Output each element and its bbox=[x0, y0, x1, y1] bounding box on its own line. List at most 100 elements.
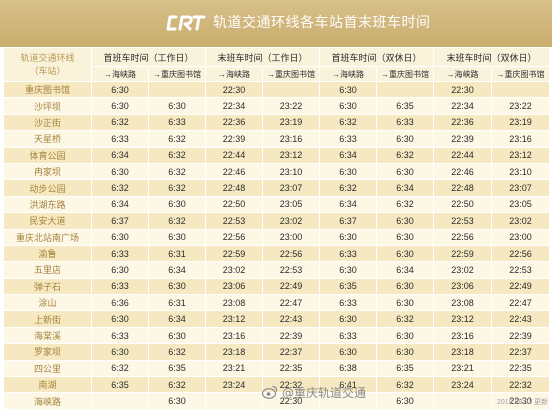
time-cell: 6:37 bbox=[91, 212, 149, 230]
schedule-table: 轨道交通环线 （车站） 首班车时间（工作日） 末班车时间（工作日） 首班车时间（… bbox=[3, 47, 551, 410]
time-cell: 23:16 bbox=[262, 130, 321, 148]
time-cell: 22:30 bbox=[491, 392, 551, 410]
time-cell bbox=[262, 80, 321, 99]
time-cell: 22:53 bbox=[433, 212, 493, 230]
time-cell: 6:31 bbox=[147, 294, 207, 312]
time-cell: 6:30 bbox=[91, 80, 149, 99]
time-cell: 22:34 bbox=[433, 97, 493, 115]
time-cell: 23:12 bbox=[205, 310, 264, 328]
time-cell: 6:30 bbox=[376, 326, 435, 345]
time-cell: 22:39 bbox=[262, 326, 321, 345]
time-cell bbox=[376, 80, 435, 99]
station-column-header: 轨道交通环线 （车站） bbox=[3, 47, 92, 82]
time-cell: 22:30 bbox=[205, 80, 264, 99]
time-cell: 22:44 bbox=[205, 146, 264, 164]
time-cell: 23:05 bbox=[262, 195, 321, 214]
time-cell: 6:33 bbox=[91, 244, 149, 263]
station-header-line1: 轨道交通环线 bbox=[20, 52, 75, 63]
time-cell: 6:37 bbox=[319, 212, 378, 230]
time-cell: 23:12 bbox=[433, 310, 493, 328]
time-cell: 6:30 bbox=[147, 195, 207, 214]
time-cell: 6:34 bbox=[147, 310, 207, 328]
station-name-cell: 海棠溪 bbox=[3, 326, 92, 345]
time-cell: 6:34 bbox=[91, 195, 149, 214]
time-cell: 6:30 bbox=[91, 97, 149, 115]
time-cell: 6:36 bbox=[91, 294, 149, 312]
time-cell: 6:32 bbox=[91, 359, 149, 378]
time-cell: 6:30 bbox=[319, 261, 378, 279]
station-name-cell: 天星桥 bbox=[3, 130, 92, 148]
update-date: 2019.08.01 更新 bbox=[497, 399, 548, 406]
time-cell: 22:36 bbox=[433, 113, 493, 132]
time-cell: 23:24 bbox=[433, 376, 493, 394]
station-name-cell: 罗家坝 bbox=[3, 343, 92, 361]
table-row: 四公里 6:32 6:35 23:21 22:35 6:38 6:35 23:21 22:35 bbox=[3, 359, 551, 378]
table-row: 海峡路 6:30 22:30 6:30 22:30 bbox=[3, 392, 551, 410]
time-cell: 22:32 bbox=[491, 376, 551, 394]
time-cell: 22:35 bbox=[491, 359, 551, 378]
time-cell: 23:21 bbox=[205, 359, 264, 378]
cqrt-logo-icon bbox=[166, 15, 206, 31]
time-cell: 6:32 bbox=[147, 376, 207, 394]
table-row: 冉家坝 6:30 6:32 22:46 23:10 6:30 6:30 22:46 23:10 bbox=[3, 162, 551, 181]
time-cell: 6:32 bbox=[147, 162, 207, 181]
table-row: 沙坪坝 6:30 6:30 22:34 23:22 6:30 6:35 22:34 23:22 bbox=[3, 97, 551, 115]
time-cell: 6:32 bbox=[147, 130, 207, 148]
time-cell: 22:37 bbox=[491, 343, 551, 361]
time-cell: 23:19 bbox=[491, 113, 551, 132]
time-cell: 6:30 bbox=[319, 97, 378, 115]
title-banner: 轨道交通环线各车站首末班车时间 bbox=[0, 0, 552, 47]
time-cell: 22:30 bbox=[262, 392, 321, 410]
time-cell: 6:30 bbox=[91, 261, 149, 279]
time-cell: 22:56 bbox=[205, 228, 264, 246]
time-cell: 23:18 bbox=[433, 343, 493, 361]
time-cell: 23:07 bbox=[491, 179, 551, 197]
station-name-cell: 沙正街 bbox=[3, 113, 92, 132]
time-cell: 6:32 bbox=[376, 376, 435, 394]
time-cell: 6:30 bbox=[91, 310, 149, 328]
time-cell: 22:59 bbox=[433, 244, 493, 263]
time-cell: 23:08 bbox=[205, 294, 264, 312]
direction-header: →重庆图书馆 bbox=[147, 66, 207, 82]
table-row: 洪湖东路 6:34 6:30 22:50 23:05 6:34 6:32 22:50 23:05 bbox=[3, 195, 551, 214]
time-cell: 22:37 bbox=[262, 343, 321, 361]
station-name-cell: 体育公园 bbox=[3, 146, 92, 164]
time-cell: 6:32 bbox=[376, 146, 435, 164]
time-cell: 23:02 bbox=[262, 212, 321, 230]
time-cell: 6:30 bbox=[376, 130, 435, 148]
time-cell: 22:56 bbox=[262, 244, 321, 263]
weibo-icon bbox=[262, 385, 278, 399]
time-cell: 6:30 bbox=[147, 97, 207, 115]
station-name-cell: 四公里 bbox=[3, 359, 92, 378]
time-cell: 22:39 bbox=[205, 130, 264, 148]
time-cell: 6:32 bbox=[147, 146, 207, 164]
time-cell: 6:34 bbox=[147, 261, 207, 279]
station-header-line2: （车站） bbox=[29, 65, 66, 76]
time-cell: 6:33 bbox=[91, 277, 149, 296]
time-cell: 22:30 bbox=[433, 80, 493, 99]
table-row: 体育公园 6:34 6:32 22:44 23:12 6:34 6:32 22:44 23:12 bbox=[3, 146, 551, 164]
table-row: 五里店 6:30 6:34 23:02 22:53 6:30 6:34 23:02 22:53 bbox=[3, 261, 551, 279]
station-name-cell: 南湖 bbox=[3, 376, 92, 394]
time-cell bbox=[147, 80, 207, 99]
watermark: @重庆轨道交通 bbox=[262, 384, 382, 400]
time-cell: 22:46 bbox=[433, 162, 493, 181]
table-row: 海棠溪 6:33 6:30 23:16 22:39 6:33 6:30 23:16 22:39 bbox=[3, 326, 551, 345]
direction-header: →重庆图书馆 bbox=[376, 66, 435, 82]
time-cell: 6:30 bbox=[147, 228, 207, 246]
table-row: 涂山 6:36 6:31 23:08 22:47 6:33 6:30 23:08 22:47 bbox=[3, 294, 551, 312]
time-cell: 22:59 bbox=[205, 244, 264, 263]
station-name-cell: 沙坪坝 bbox=[3, 97, 92, 115]
time-cell: 6:33 bbox=[319, 326, 378, 345]
time-cell: 22:35 bbox=[262, 359, 321, 378]
time-cell: 23:22 bbox=[262, 97, 321, 115]
time-cell: 6:35 bbox=[91, 376, 149, 394]
table-row: 沙正街 6:32 6:33 22:36 23:19 6:32 6:33 22:36 23:19 bbox=[3, 113, 551, 132]
station-name-cell: 弹子石 bbox=[3, 277, 92, 296]
group-header-weekend-first: 首班车时间（双休日） bbox=[319, 47, 435, 67]
time-cell: 22:50 bbox=[205, 195, 264, 214]
time-cell: 6:33 bbox=[319, 294, 378, 312]
time-cell: 6:34 bbox=[91, 146, 149, 164]
table-row: 民安大道 6:37 6:32 22:53 23:02 6:37 6:30 22:53 23:02 bbox=[3, 212, 551, 230]
time-cell: 6:35 bbox=[376, 359, 435, 378]
